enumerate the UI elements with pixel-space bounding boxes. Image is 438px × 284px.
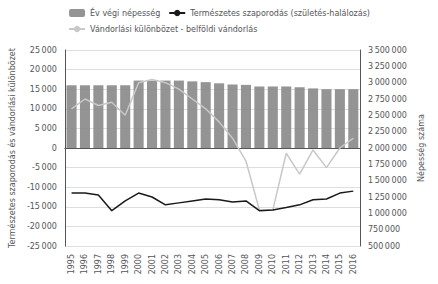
svg-text:2007: 2007 [228,254,237,274]
svg-text:-15 000: -15 000 [27,202,57,211]
svg-text:2004: 2004 [188,254,197,274]
svg-text:Év végi népesség: Év végi népesség [90,7,160,18]
svg-text:10 000: 10 000 [30,104,57,113]
svg-text:1997: 1997 [94,254,103,274]
svg-text:3 000 000: 3 000 000 [368,78,407,87]
svg-text:2011: 2011 [282,254,291,274]
svg-text:2 750 000: 2 750 000 [368,95,407,104]
svg-text:0: 0 [52,144,57,153]
svg-text:2003: 2003 [174,254,183,274]
svg-text:750 000: 750 000 [368,225,400,234]
svg-text:Természetes szaporodás (szület: Természetes szaporodás (születés-haláloz… [189,8,370,18]
svg-text:2 500 000: 2 500 000 [368,111,407,120]
svg-text:-20 000: -20 000 [27,222,57,231]
svg-text:2009: 2009 [255,254,264,274]
svg-text:3 500 000: 3 500 000 [368,46,407,55]
svg-text:2016: 2016 [349,254,358,274]
svg-text:2006: 2006 [215,254,224,274]
svg-text:-5 000: -5 000 [32,163,57,172]
svg-text:-10 000: -10 000 [27,183,57,192]
svg-text:2 000 000: 2 000 000 [368,144,407,153]
svg-text:Népesség száma: Népesség száma [416,114,426,182]
svg-text:2013: 2013 [309,254,318,274]
svg-text:2014: 2014 [322,254,331,274]
svg-text:500 000: 500 000 [368,242,400,251]
svg-text:1995: 1995 [67,254,76,274]
svg-text:Vándorlási különbözet - belföl: Vándorlási különbözet - belföldi vándorl… [90,25,257,34]
svg-text:1 750 000: 1 750 000 [368,160,407,169]
svg-text:25 000: 25 000 [30,46,57,55]
svg-text:1998: 1998 [107,254,116,274]
svg-text:2008: 2008 [241,254,250,274]
svg-text:3 250 000: 3 250 000 [368,62,407,71]
svg-text:20 000: 20 000 [30,65,57,74]
svg-text:2000: 2000 [134,254,143,274]
svg-text:1996: 1996 [80,254,89,274]
svg-text:Természetes szaporodás és vánd: Természetes szaporodás és vándorlási kül… [7,48,17,249]
svg-text:2001: 2001 [148,254,157,274]
svg-text:1 250 000: 1 250 000 [368,193,407,202]
svg-text:1 500 000: 1 500 000 [368,176,407,185]
svg-text:1999: 1999 [121,254,130,274]
svg-text:2010: 2010 [268,254,277,274]
svg-text:5 000: 5 000 [35,124,57,133]
svg-text:15 000: 15 000 [30,85,57,94]
svg-text:2005: 2005 [201,254,210,274]
svg-text:2002: 2002 [161,254,170,274]
svg-text:-25 000: -25 000 [27,242,57,251]
svg-text:1 000 000: 1 000 000 [368,209,407,218]
svg-text:2012: 2012 [295,254,304,274]
svg-text:2015: 2015 [335,254,344,274]
svg-text:2 250 000: 2 250 000 [368,127,407,136]
